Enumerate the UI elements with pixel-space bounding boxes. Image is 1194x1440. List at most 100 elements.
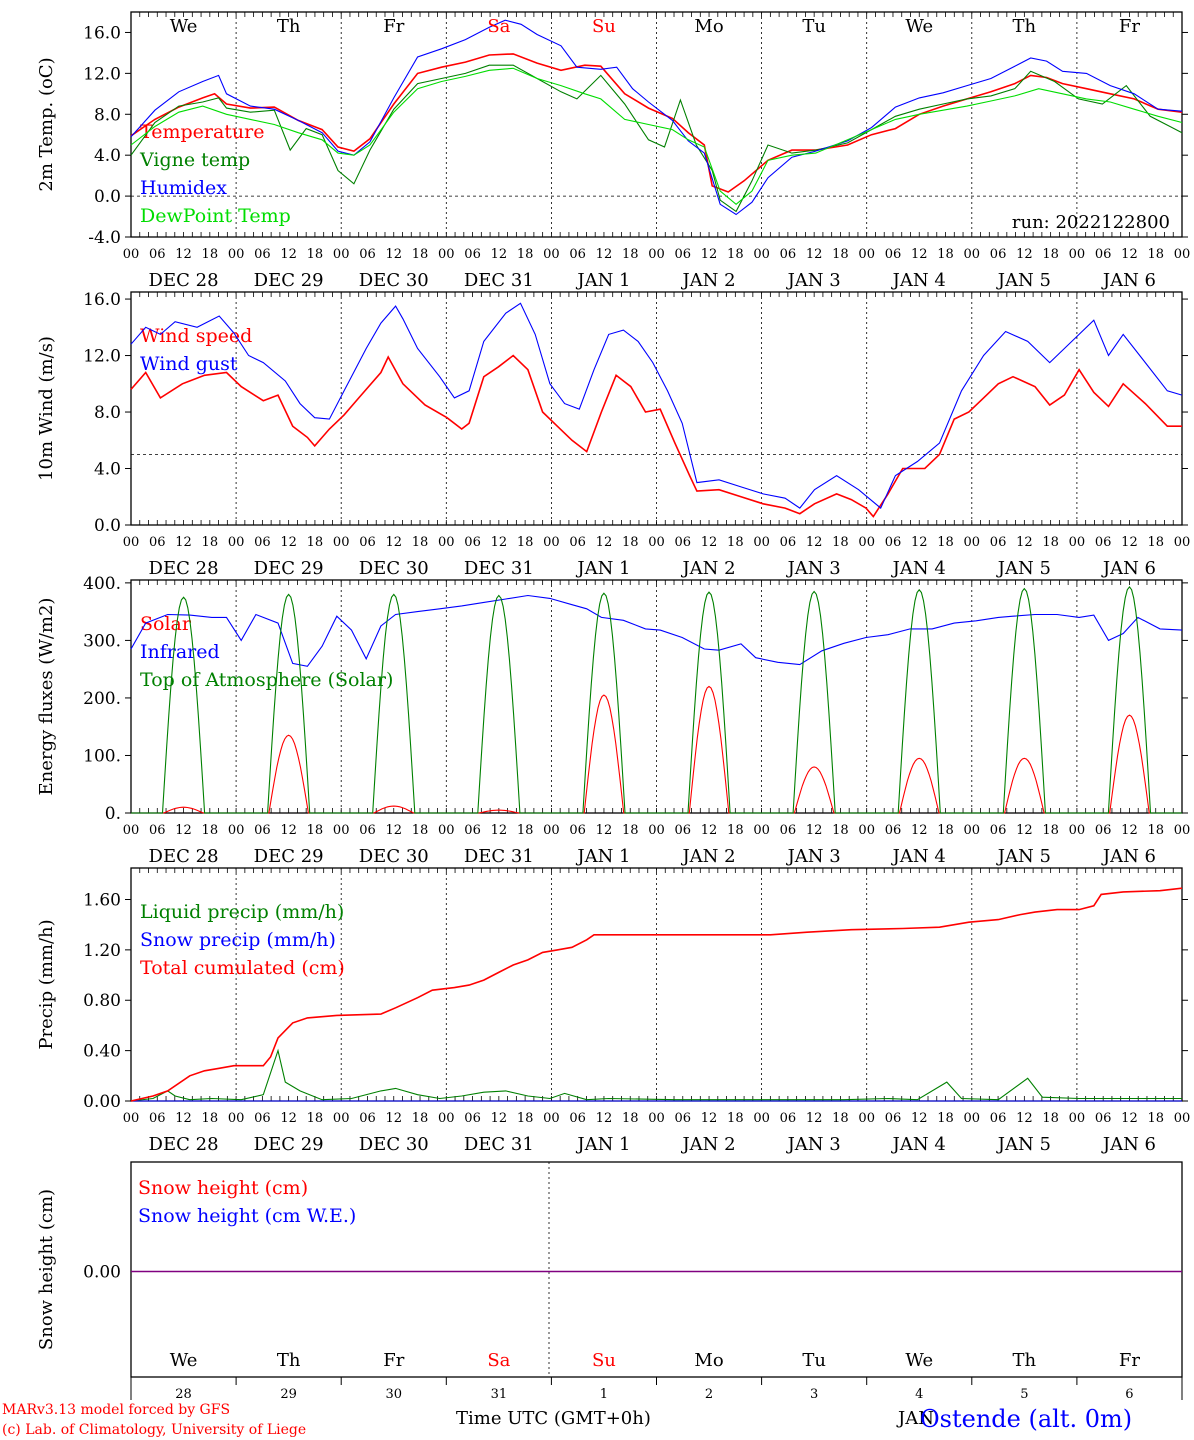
hour-tick-label: 00 bbox=[964, 823, 981, 838]
y-tick-label: 16.0 bbox=[83, 23, 121, 43]
hour-tick-label: 12 bbox=[596, 535, 613, 550]
hour-tick-label: 12 bbox=[806, 247, 823, 262]
series-line-humidex bbox=[130, 19, 1183, 216]
day-number-label: 5 bbox=[1020, 1387, 1028, 1402]
date-label: DEC 29 bbox=[254, 1134, 324, 1155]
y-axis-label: 10m Wind (m/s) bbox=[36, 336, 57, 481]
hour-tick-label: 18 bbox=[1042, 823, 1059, 838]
y-tick-label: 12.0 bbox=[83, 347, 121, 367]
hour-tick-label: 06 bbox=[464, 247, 481, 262]
y-tick-label: 1.60 bbox=[83, 890, 121, 910]
hour-tick-label: 18 bbox=[517, 1111, 534, 1126]
hour-tick-label: 18 bbox=[412, 823, 429, 838]
date-label: DEC 29 bbox=[254, 270, 324, 291]
hour-tick-label: 12 bbox=[175, 535, 192, 550]
hour-tick-label: 00 bbox=[858, 535, 875, 550]
y-tick-label: 100. bbox=[83, 746, 121, 766]
weekday-label: We bbox=[905, 16, 933, 37]
hour-tick-label: 06 bbox=[1095, 247, 1112, 262]
hour-tick-label: 18 bbox=[517, 535, 534, 550]
hour-tick-label: 00 bbox=[543, 535, 560, 550]
hour-tick-label: 06 bbox=[675, 535, 692, 550]
hour-tick-label: 18 bbox=[202, 535, 219, 550]
date-label: JAN 4 bbox=[891, 270, 946, 291]
hour-tick-label: 12 bbox=[385, 823, 402, 838]
hour-tick-label: 18 bbox=[937, 247, 954, 262]
hour-tick-label: 18 bbox=[412, 535, 429, 550]
hour-tick-label: 00 bbox=[1174, 247, 1191, 262]
hour-tick-label: 18 bbox=[727, 535, 744, 550]
hour-tick-label: 00 bbox=[123, 1111, 140, 1126]
temperature-panel: -4.0 0.0 4.0 8.0 12.0 16.0 2m Temp. (oC) Temper… bbox=[36, 11, 1191, 291]
date-label: JAN 1 bbox=[575, 846, 630, 867]
day-number-label: 28 bbox=[175, 1387, 192, 1402]
hour-tick-label: 00 bbox=[753, 823, 770, 838]
hour-tick-label: 06 bbox=[990, 823, 1007, 838]
date-label: JAN 4 bbox=[891, 1134, 946, 1155]
hour-tick-label: 00 bbox=[1174, 1111, 1191, 1126]
hour-tick-label: 06 bbox=[675, 823, 692, 838]
hour-tick-label: 18 bbox=[1042, 535, 1059, 550]
hour-tick-label: 18 bbox=[1147, 247, 1164, 262]
date-label: DEC 31 bbox=[464, 270, 534, 291]
hour-tick-label: 18 bbox=[202, 247, 219, 262]
legend-solar: Solar bbox=[140, 613, 192, 635]
hour-tick-label: 18 bbox=[307, 823, 324, 838]
hour-tick-label: 18 bbox=[202, 823, 219, 838]
hour-tick-label: 12 bbox=[385, 1111, 402, 1126]
weekday-label: Th bbox=[1013, 1350, 1037, 1371]
hour-tick-label: 06 bbox=[885, 1111, 902, 1126]
y-tick-label: 4.0 bbox=[94, 460, 121, 480]
hour-tick-label: 12 bbox=[596, 1111, 613, 1126]
hour-tick-label: 12 bbox=[280, 823, 297, 838]
hour-tick-label: 06 bbox=[1095, 823, 1112, 838]
hour-tick-label: 00 bbox=[333, 535, 350, 550]
hour-tick-label: 12 bbox=[806, 823, 823, 838]
date-label: DEC 28 bbox=[149, 846, 219, 867]
hour-tick-label: 12 bbox=[1016, 535, 1033, 550]
hour-tick-label: 12 bbox=[701, 535, 718, 550]
day-number-label: 1 bbox=[600, 1387, 608, 1402]
hour-tick-label: 06 bbox=[569, 247, 586, 262]
date-label: JAN 5 bbox=[996, 846, 1051, 867]
hour-tick-label: 00 bbox=[228, 535, 245, 550]
legend-humidex: Humidex bbox=[140, 177, 227, 199]
hour-tick-label: 00 bbox=[1069, 823, 1086, 838]
legend-total-cumulated-cm: Total cumulated (cm) bbox=[140, 957, 345, 979]
series-line-vigne-temp bbox=[130, 64, 1183, 213]
weekday-label: Tu bbox=[802, 16, 826, 37]
y-tick-label: 0.0 bbox=[94, 516, 121, 536]
hour-tick-label: 12 bbox=[596, 247, 613, 262]
date-label: JAN 4 bbox=[891, 558, 946, 579]
series-line-liquid-precip-mm-h bbox=[130, 1048, 1182, 1102]
hour-tick-label: 12 bbox=[280, 535, 297, 550]
hour-tick-label: 12 bbox=[806, 535, 823, 550]
hour-tick-label: 00 bbox=[858, 823, 875, 838]
date-label: JAN 2 bbox=[680, 558, 735, 579]
weekday-label: Th bbox=[1013, 16, 1037, 37]
hour-tick-label: 12 bbox=[491, 247, 508, 262]
date-label: DEC 30 bbox=[359, 558, 429, 579]
hour-tick-label: 06 bbox=[885, 823, 902, 838]
hour-tick-label: 18 bbox=[1147, 823, 1164, 838]
hour-tick-label: 12 bbox=[1016, 247, 1033, 262]
bottom-month-label: JAN bbox=[896, 1408, 934, 1429]
series-line-infrared bbox=[130, 594, 1183, 667]
date-label: JAN 5 bbox=[996, 558, 1051, 579]
hour-tick-label: 00 bbox=[123, 823, 140, 838]
weekday-label: Fr bbox=[1119, 1350, 1140, 1371]
hour-tick-label: 00 bbox=[438, 247, 455, 262]
hour-tick-label: 00 bbox=[228, 247, 245, 262]
day-number-label: 30 bbox=[385, 1387, 402, 1402]
weekday-label: Sa bbox=[487, 1350, 510, 1371]
y-tick-label: 1.20 bbox=[83, 941, 121, 961]
date-label: DEC 31 bbox=[464, 558, 534, 579]
y-axis-label: Energy fluxes (W/m2) bbox=[36, 598, 57, 796]
weekday-label: Fr bbox=[383, 16, 404, 37]
hour-tick-label: 06 bbox=[359, 823, 376, 838]
date-label: JAN 5 bbox=[996, 1134, 1051, 1155]
legend-snow-precip-mm-h: Snow precip (mm/h) bbox=[140, 929, 336, 951]
date-label: DEC 29 bbox=[254, 558, 324, 579]
hour-tick-label: 00 bbox=[228, 1111, 245, 1126]
date-label: DEC 31 bbox=[464, 846, 534, 867]
